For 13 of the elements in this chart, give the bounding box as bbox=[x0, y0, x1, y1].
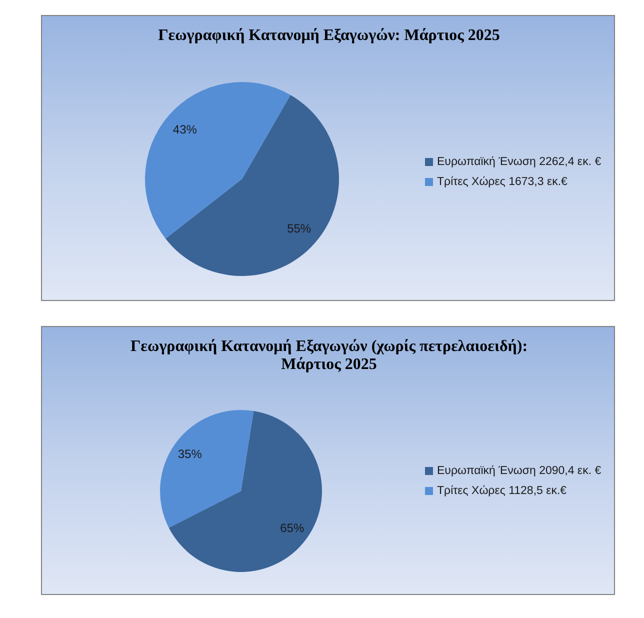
legend-label: Ευρωπαϊκή Ένωση 2090,4 εκ. € bbox=[437, 465, 602, 477]
pie-slice bbox=[160, 410, 254, 528]
data-label: 43% bbox=[172, 122, 198, 136]
legend-label: Τρίτες Χώρες 1673,3 εκ.€ bbox=[437, 176, 568, 188]
data-label: 35% bbox=[178, 446, 202, 461]
chart-title: Γεωγραφική Κατανομή Εξαγωγών (χωρίς πετρελαιοειδή): Μάρτιος 2025 bbox=[129, 338, 529, 374]
pie-slice bbox=[168, 410, 322, 572]
data-label: 65% bbox=[280, 521, 304, 536]
data-label: 55% bbox=[287, 222, 312, 236]
legend-label: Ευρωπαϊκή Ένωση 2262,4 εκ. € bbox=[437, 156, 602, 168]
pie-slice bbox=[166, 94, 339, 276]
chart-title: Γεωγραφική Κατανομή Εξαγωγών: Μάρτιος 2025 bbox=[157, 27, 501, 45]
legend-label: Τρίτες Χώρες 1128,5 εκ.€ bbox=[437, 485, 567, 497]
